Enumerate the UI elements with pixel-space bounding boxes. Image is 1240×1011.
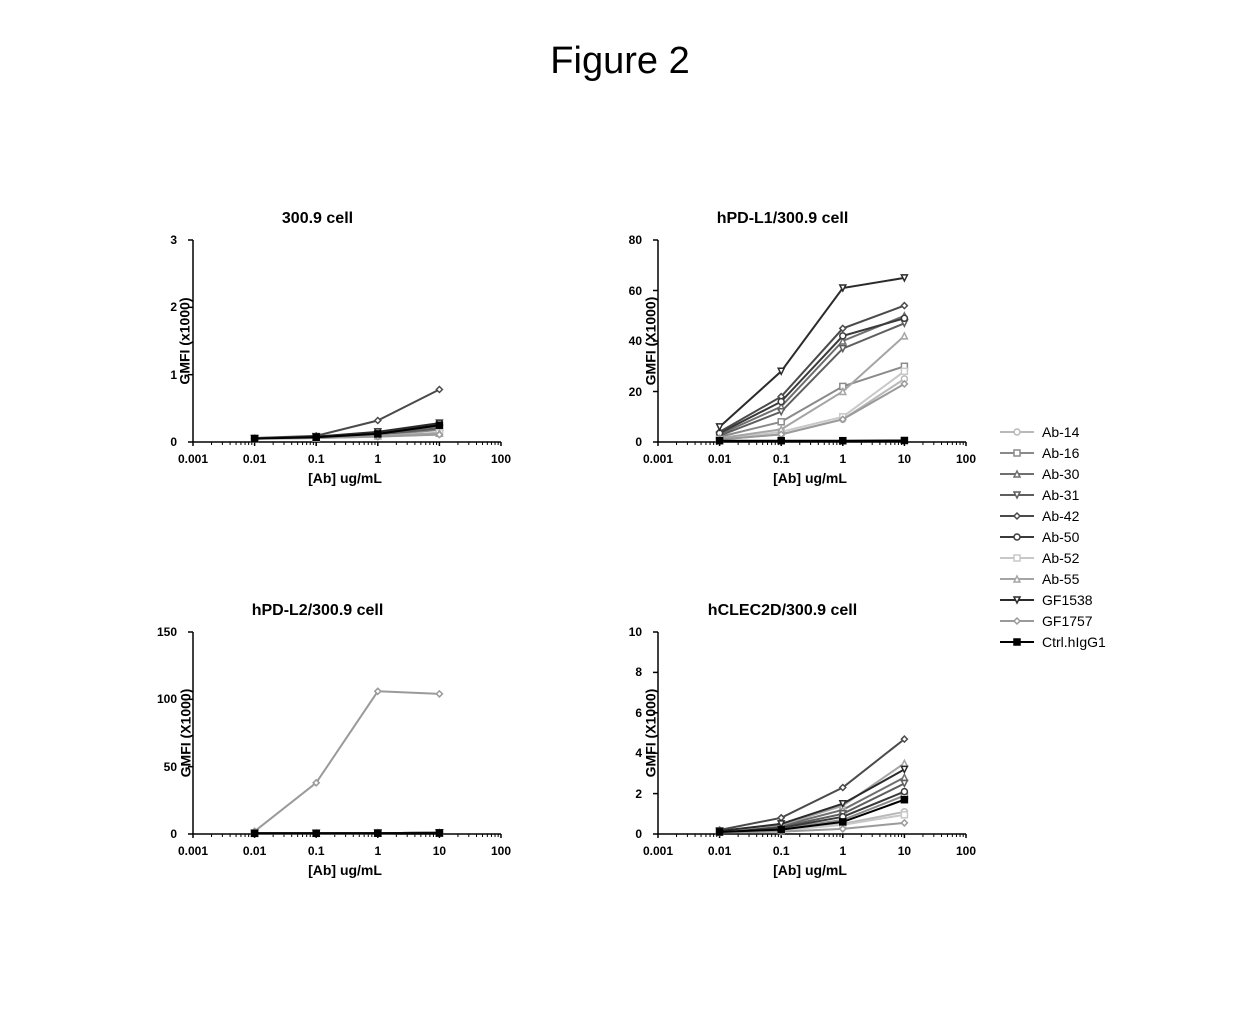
y-axis-label: GMFI (X1000) <box>642 689 658 778</box>
legend-swatch-icon <box>1000 425 1034 439</box>
xtick-label: 100 <box>956 446 976 466</box>
ytick-label: 6 <box>635 706 650 720</box>
figure-title: Figure 2 <box>0 40 1240 83</box>
legend-swatch-icon <box>1000 509 1034 523</box>
xtick-label: 10 <box>898 838 911 858</box>
legend-label: Ctrl.hIgG1 <box>1042 634 1106 650</box>
xtick-label: 0.01 <box>243 838 266 858</box>
xtick-label: 0.01 <box>708 838 731 858</box>
legend-item-Ab-14: Ab-14 <box>1000 423 1106 441</box>
xtick-label: 0.1 <box>773 838 790 858</box>
legend-swatch-icon <box>1000 488 1034 502</box>
legend-swatch-icon <box>1000 551 1034 565</box>
legend-item-Ab-55: Ab-55 <box>1000 570 1106 588</box>
xtick-label: 0.01 <box>708 446 731 466</box>
ytick-label: 20 <box>629 385 650 399</box>
xtick-label: 1 <box>374 838 381 858</box>
xtick-label: 0.001 <box>178 838 208 858</box>
plot-area: GMFI (x1000) [Ab] ug/mL 0123 0.0010.010.… <box>185 236 505 446</box>
legend-label: Ab-30 <box>1042 466 1079 482</box>
legend: Ab-14 Ab-16 Ab-30 Ab-31 Ab-42 Ab-50 Ab-5… <box>1000 420 1106 654</box>
x-axis-label: [Ab] ug/mL <box>185 470 505 486</box>
xtick-label: 0.1 <box>308 838 325 858</box>
ytick-label: 40 <box>629 334 650 348</box>
legend-swatch-icon <box>1000 593 1034 607</box>
legend-swatch-icon <box>1000 530 1034 544</box>
legend-label: Ab-50 <box>1042 529 1079 545</box>
xtick-label: 0.01 <box>243 446 266 466</box>
x-axis-label: [Ab] ug/mL <box>185 862 505 878</box>
xtick-label: 100 <box>956 838 976 858</box>
legend-item-Ab-52: Ab-52 <box>1000 549 1106 567</box>
plot-area: GMFI (X1000) [Ab] ug/mL 0246810 0.0010.0… <box>650 628 970 838</box>
plot-svg <box>185 628 505 838</box>
ytick-label: 2 <box>170 300 185 314</box>
ytick-label: 2 <box>635 787 650 801</box>
legend-label: GF1757 <box>1042 613 1093 629</box>
legend-swatch-icon <box>1000 614 1034 628</box>
legend-swatch-icon <box>1000 635 1034 649</box>
legend-item-GF1538: GF1538 <box>1000 591 1106 609</box>
plot-area: GMFI (X1000) [Ab] ug/mL 050100150 0.0010… <box>185 628 505 838</box>
legend-label: Ab-55 <box>1042 571 1079 587</box>
legend-item-CtrlhIgG1: Ctrl.hIgG1 <box>1000 633 1106 651</box>
panel-title: hCLEC2D/300.9 cell <box>595 602 970 620</box>
ytick-label: 80 <box>629 233 650 247</box>
plot-svg <box>650 628 970 838</box>
legend-swatch-icon <box>1000 467 1034 481</box>
panel-title: hPD-L1/300.9 cell <box>595 210 970 228</box>
legend-label: Ab-14 <box>1042 424 1079 440</box>
legend-swatch-icon <box>1000 446 1034 460</box>
xtick-label: 0.001 <box>643 446 673 466</box>
ytick-label: 1 <box>170 368 185 382</box>
legend-item-Ab-16: Ab-16 <box>1000 444 1106 462</box>
xtick-label: 0.1 <box>773 446 790 466</box>
legend-label: Ab-31 <box>1042 487 1079 503</box>
legend-label: Ab-42 <box>1042 508 1079 524</box>
ytick-label: 50 <box>164 760 185 774</box>
panel-pPDL1: hPD-L1/300.9 cell GMFI (X1000) [Ab] ug/m… <box>595 210 970 492</box>
chart-grid: 300.9 cell GMFI (x1000) [Ab] ug/mL 0123 … <box>130 210 970 884</box>
panel-title: hPD-L2/300.9 cell <box>130 602 505 620</box>
legend-item-Ab-42: Ab-42 <box>1000 507 1106 525</box>
xtick-label: 0.001 <box>643 838 673 858</box>
legend-item-Ab-31: Ab-31 <box>1000 486 1106 504</box>
legend-label: Ab-52 <box>1042 550 1079 566</box>
plot-svg <box>185 236 505 446</box>
xtick-label: 1 <box>839 838 846 858</box>
xtick-label: 1 <box>839 446 846 466</box>
panel-title: 300.9 cell <box>130 210 505 228</box>
xtick-label: 0.001 <box>178 446 208 466</box>
xtick-label: 10 <box>898 446 911 466</box>
legend-item-Ab-50: Ab-50 <box>1000 528 1106 546</box>
xtick-label: 100 <box>491 838 511 858</box>
xtick-label: 10 <box>433 446 446 466</box>
panel-p300: 300.9 cell GMFI (x1000) [Ab] ug/mL 0123 … <box>130 210 505 492</box>
xtick-label: 1 <box>374 446 381 466</box>
plot-area: GMFI (X1000) [Ab] ug/mL 020406080 0.0010… <box>650 236 970 446</box>
panel-pPDL2: hPD-L2/300.9 cell GMFI (X1000) [Ab] ug/m… <box>130 602 505 884</box>
ytick-label: 150 <box>157 625 185 639</box>
ytick-label: 100 <box>157 692 185 706</box>
xtick-label: 100 <box>491 446 511 466</box>
x-axis-label: [Ab] ug/mL <box>650 862 970 878</box>
legend-swatch-icon <box>1000 572 1034 586</box>
x-axis-label: [Ab] ug/mL <box>650 470 970 486</box>
ytick-label: 10 <box>629 625 650 639</box>
plot-svg <box>650 236 970 446</box>
ytick-label: 4 <box>635 746 650 760</box>
legend-item-Ab-30: Ab-30 <box>1000 465 1106 483</box>
xtick-label: 10 <box>433 838 446 858</box>
ytick-label: 3 <box>170 233 185 247</box>
legend-label: Ab-16 <box>1042 445 1079 461</box>
ytick-label: 8 <box>635 665 650 679</box>
xtick-label: 0.1 <box>308 446 325 466</box>
legend-item-GF1757: GF1757 <box>1000 612 1106 630</box>
ytick-label: 60 <box>629 284 650 298</box>
legend-label: GF1538 <box>1042 592 1093 608</box>
figure-page: Figure 2 300.9 cell GMFI (x1000) [Ab] ug… <box>0 0 1240 1011</box>
panel-pCLEC2D: hCLEC2D/300.9 cell GMFI (X1000) [Ab] ug/… <box>595 602 970 884</box>
